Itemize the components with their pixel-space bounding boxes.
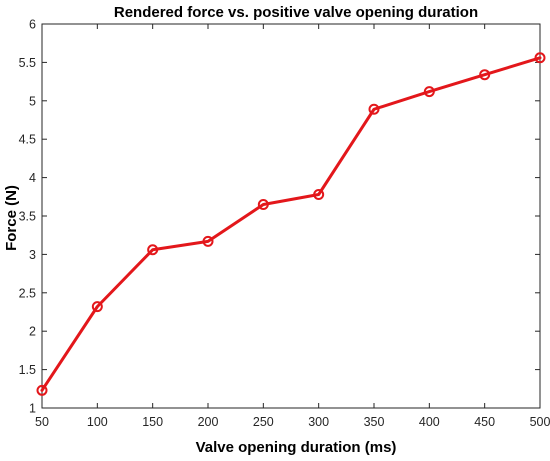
plot-area	[36, 23, 546, 409]
x-tick-label: 300	[308, 415, 329, 429]
x-tick-label: 150	[142, 415, 163, 429]
y-tick-label: 5	[29, 94, 36, 108]
data-point	[479, 69, 491, 81]
y-tick-label: 4	[29, 171, 36, 185]
data-point	[36, 384, 48, 396]
x-axis-label: Valve opening duration (ms)	[196, 439, 397, 456]
y-tick-label: 2.5	[19, 286, 36, 300]
y-tick-label: 3.5	[19, 210, 36, 224]
data-point	[202, 235, 214, 247]
x-tick-label: 250	[253, 415, 274, 429]
data-point	[423, 86, 435, 98]
y-tick-label: 4.5	[19, 133, 36, 147]
y-tick-label: 2	[29, 325, 36, 339]
data-point	[257, 198, 269, 210]
y-axis-label: Force (N)	[3, 185, 20, 251]
y-tick-label: 5.5	[19, 56, 36, 70]
y-tick-label: 1	[29, 402, 36, 416]
series-line	[40, 56, 542, 392]
data-point	[91, 301, 103, 313]
x-tick-label: 100	[87, 415, 108, 429]
axis-ticks: 50 100 150 200 250 300 350 400 450 500 1 1.5 2 2.5 3 3.…	[19, 18, 550, 430]
x-tick-label: 450	[474, 415, 495, 429]
y-tick-label: 3	[29, 248, 36, 262]
x-tick-label: 500	[530, 415, 550, 429]
y-tick-label: 1.5	[19, 363, 36, 377]
chart-title: Rendered force vs. positive valve openin…	[114, 4, 478, 21]
data-point	[147, 244, 159, 256]
x-tick-label: 400	[419, 415, 440, 429]
data-point	[368, 103, 380, 115]
data-point	[313, 188, 325, 200]
x-tick-label: 350	[364, 415, 385, 429]
x-tick-label: 50	[35, 415, 49, 429]
data-point	[534, 52, 546, 64]
x-tick-label: 200	[198, 415, 219, 429]
plot-frame	[41, 23, 541, 409]
y-tick-label: 6	[29, 18, 36, 32]
